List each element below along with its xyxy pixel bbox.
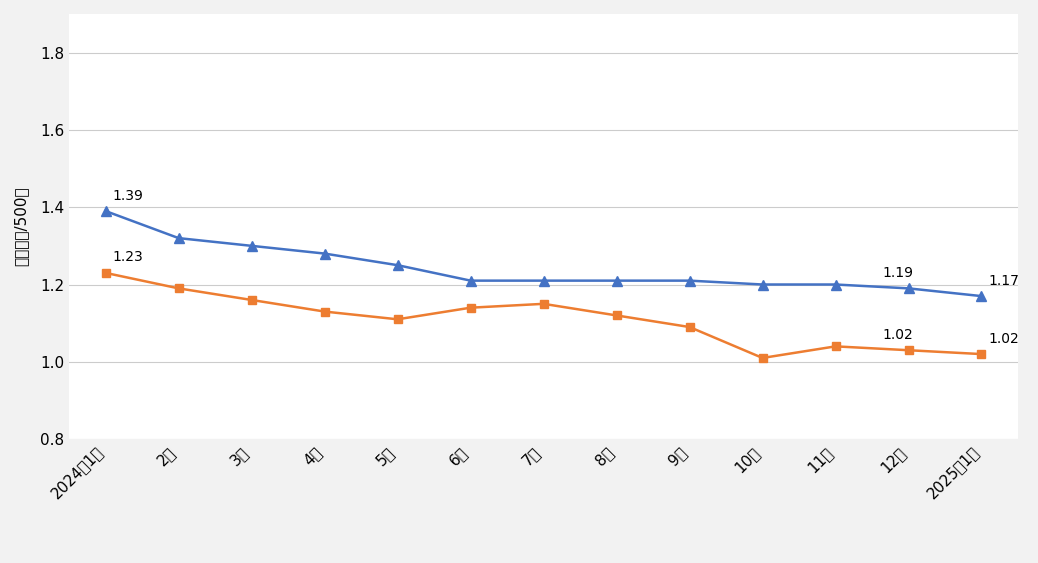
Text: 1.02: 1.02	[882, 328, 913, 342]
Text: 1.02: 1.02	[989, 332, 1019, 346]
小麦	[319, 250, 331, 257]
玉米	[245, 297, 257, 303]
Text: 1.39: 1.39	[113, 189, 144, 203]
玉米	[757, 355, 769, 361]
小麦	[391, 262, 404, 269]
玉米	[319, 308, 331, 315]
Text: 1.17: 1.17	[989, 274, 1019, 288]
Y-axis label: 单位：元/500克: 单位：元/500克	[13, 187, 29, 266]
玉米	[683, 324, 695, 330]
玉米	[976, 351, 988, 358]
玉米	[172, 285, 185, 292]
小麦	[610, 277, 623, 284]
玉米	[464, 305, 476, 311]
小麦	[976, 293, 988, 300]
Line: 小麦: 小麦	[101, 206, 986, 301]
玉米	[538, 301, 550, 307]
玉米	[610, 312, 623, 319]
Text: 1.23: 1.23	[113, 251, 143, 265]
小麦	[464, 277, 476, 284]
玉米	[391, 316, 404, 323]
玉米	[100, 270, 112, 276]
小麦	[683, 277, 695, 284]
小麦	[100, 208, 112, 215]
小麦	[538, 277, 550, 284]
玉米	[902, 347, 914, 354]
小麦	[829, 281, 842, 288]
小麦	[902, 285, 914, 292]
Line: 玉米: 玉米	[102, 269, 986, 362]
玉米	[829, 343, 842, 350]
小麦	[757, 281, 769, 288]
Text: 1.19: 1.19	[882, 266, 913, 280]
小麦	[245, 243, 257, 249]
小麦	[172, 235, 185, 242]
